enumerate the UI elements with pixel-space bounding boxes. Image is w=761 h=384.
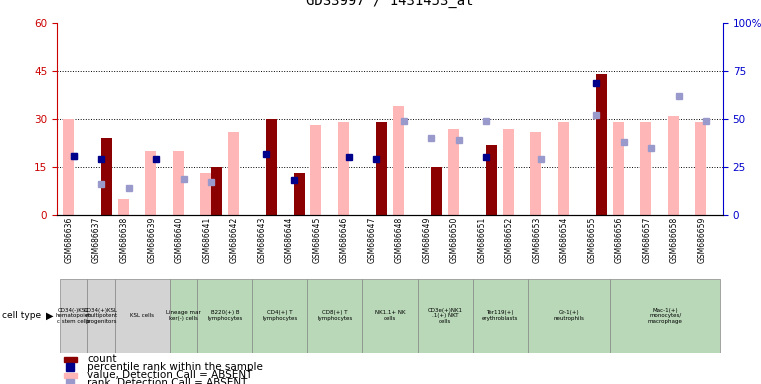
Text: KSL cells: KSL cells xyxy=(130,313,154,318)
Bar xyxy=(211,167,222,215)
Bar xyxy=(118,199,129,215)
Bar xyxy=(338,122,349,215)
Text: GSM686653: GSM686653 xyxy=(533,216,541,263)
Text: ▶: ▶ xyxy=(46,311,53,321)
Bar xyxy=(558,122,569,215)
Bar xyxy=(613,122,624,215)
FancyBboxPatch shape xyxy=(418,279,473,353)
Bar xyxy=(668,116,679,215)
Text: GDS3997 / 1431453_at: GDS3997 / 1431453_at xyxy=(306,0,474,8)
Text: GSM686649: GSM686649 xyxy=(422,216,431,263)
Text: GSM686646: GSM686646 xyxy=(339,216,349,263)
Bar xyxy=(173,151,183,215)
Text: CD34(+)KSL
multipotent
progenitors: CD34(+)KSL multipotent progenitors xyxy=(84,308,118,324)
Bar xyxy=(447,129,459,215)
Bar xyxy=(228,132,239,215)
FancyBboxPatch shape xyxy=(88,279,115,353)
FancyBboxPatch shape xyxy=(253,279,307,353)
Bar xyxy=(64,357,77,362)
FancyBboxPatch shape xyxy=(610,279,720,353)
Text: CD34(-)KSL
hematopoiet
c stem cells: CD34(-)KSL hematopoiet c stem cells xyxy=(56,308,91,324)
Bar xyxy=(266,119,277,215)
Text: GSM686640: GSM686640 xyxy=(174,216,183,263)
Text: CD8(+) T
lymphocytes: CD8(+) T lymphocytes xyxy=(317,310,352,321)
Bar xyxy=(393,106,404,215)
Text: GSM686641: GSM686641 xyxy=(202,216,211,263)
Bar xyxy=(145,151,156,215)
Text: GSM686658: GSM686658 xyxy=(670,216,679,263)
Text: GSM686657: GSM686657 xyxy=(642,216,651,263)
FancyBboxPatch shape xyxy=(307,279,362,353)
Bar xyxy=(530,132,541,215)
Text: GSM686642: GSM686642 xyxy=(230,216,239,263)
Text: GSM686654: GSM686654 xyxy=(560,216,569,263)
Text: GSM686651: GSM686651 xyxy=(477,216,486,263)
FancyBboxPatch shape xyxy=(197,279,253,353)
FancyBboxPatch shape xyxy=(115,279,170,353)
Bar xyxy=(64,373,77,378)
Bar xyxy=(294,174,304,215)
FancyBboxPatch shape xyxy=(473,279,527,353)
Text: GSM686644: GSM686644 xyxy=(285,216,294,263)
Bar xyxy=(376,122,387,215)
Bar xyxy=(503,129,514,215)
FancyBboxPatch shape xyxy=(170,279,197,353)
Bar xyxy=(62,119,74,215)
Text: GSM686639: GSM686639 xyxy=(147,216,156,263)
Text: GSM686645: GSM686645 xyxy=(312,216,321,263)
Bar xyxy=(597,74,607,215)
Bar xyxy=(101,138,112,215)
Text: GSM686643: GSM686643 xyxy=(257,216,266,263)
Text: GSM686650: GSM686650 xyxy=(450,216,459,263)
Text: GSM686652: GSM686652 xyxy=(505,216,514,263)
Text: value, Detection Call = ABSENT: value, Detection Call = ABSENT xyxy=(87,370,253,381)
FancyBboxPatch shape xyxy=(362,279,418,353)
Text: Ter119(+)
erythroblasts: Ter119(+) erythroblasts xyxy=(482,310,518,321)
Text: B220(+) B
lymphocytes: B220(+) B lymphocytes xyxy=(207,310,243,321)
Bar xyxy=(310,126,321,215)
FancyBboxPatch shape xyxy=(527,279,610,353)
Text: Lineage mar
ker(-) cells: Lineage mar ker(-) cells xyxy=(166,310,201,321)
Text: cell type: cell type xyxy=(2,311,40,320)
Text: GSM686637: GSM686637 xyxy=(92,216,101,263)
Text: rank, Detection Call = ABSENT: rank, Detection Call = ABSENT xyxy=(87,378,247,384)
Text: CD3e(+)NK1
.1(+) NKT
cells: CD3e(+)NK1 .1(+) NKT cells xyxy=(428,308,463,324)
Bar xyxy=(486,145,498,215)
Text: CD4(+) T
lymphocytes: CD4(+) T lymphocytes xyxy=(263,310,298,321)
Bar xyxy=(641,122,651,215)
Text: Mac-1(+)
monocytes/
macrophage: Mac-1(+) monocytes/ macrophage xyxy=(648,308,683,324)
Text: GSM686655: GSM686655 xyxy=(587,216,597,263)
Text: count: count xyxy=(87,354,116,364)
Text: GSM686656: GSM686656 xyxy=(615,216,624,263)
Text: GSM686647: GSM686647 xyxy=(368,216,376,263)
Text: NK1.1+ NK
cells: NK1.1+ NK cells xyxy=(374,310,406,321)
Bar xyxy=(431,167,442,215)
Text: GSM686638: GSM686638 xyxy=(119,216,129,263)
Text: GSM686648: GSM686648 xyxy=(395,216,404,263)
Text: GSM686636: GSM686636 xyxy=(65,216,74,263)
Text: percentile rank within the sample: percentile rank within the sample xyxy=(87,362,263,372)
FancyBboxPatch shape xyxy=(60,279,88,353)
Text: GSM686659: GSM686659 xyxy=(697,216,706,263)
Text: Gr-1(+)
neutrophils: Gr-1(+) neutrophils xyxy=(553,310,584,321)
Bar xyxy=(696,122,706,215)
Bar xyxy=(200,174,211,215)
